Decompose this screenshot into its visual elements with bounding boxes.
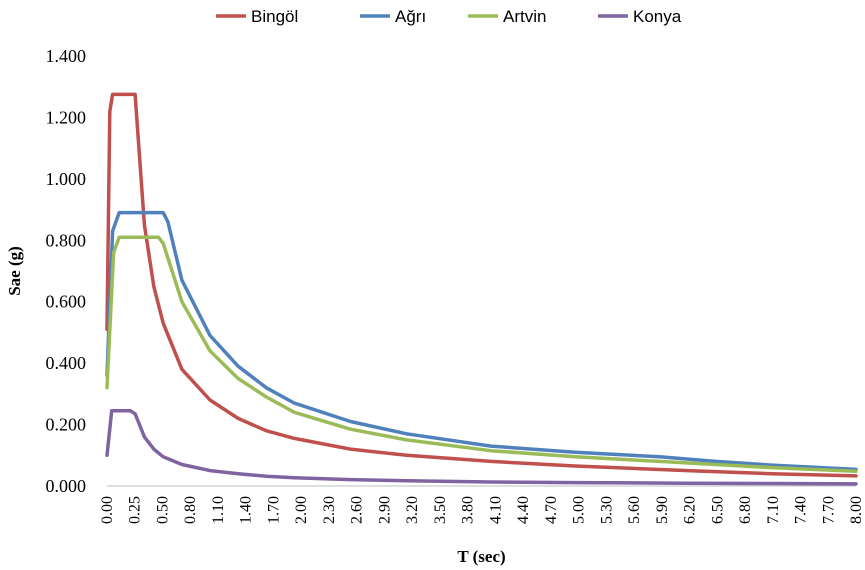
series-lines xyxy=(105,92,858,486)
x-tick-label: 3.20 xyxy=(404,496,421,524)
x-tick-label: 5.00 xyxy=(571,496,588,524)
x-tick-label: 6.20 xyxy=(682,496,699,524)
x-tick-label: 4.10 xyxy=(487,496,504,524)
legend-label: Ağrı xyxy=(395,7,426,26)
x-tick-label: 0.50 xyxy=(154,496,171,524)
x-tick-label: 2.60 xyxy=(349,496,366,524)
x-tick-label: 1.70 xyxy=(265,496,282,524)
series-line-bingöl xyxy=(105,92,858,478)
x-tick-label: 3.50 xyxy=(432,496,449,524)
x-tick-label: 5.60 xyxy=(626,496,643,524)
legend-label: Konya xyxy=(633,7,682,26)
x-tick-label: 6.50 xyxy=(709,496,726,524)
x-tick-label: 1.10 xyxy=(210,496,227,524)
x-tick-label: 5.30 xyxy=(598,496,615,524)
x-tick-label: 3.80 xyxy=(460,496,477,524)
x-tick-label: 0.80 xyxy=(182,496,199,524)
series-line-artvin xyxy=(105,235,858,474)
x-tick-label: 2.00 xyxy=(293,496,310,524)
x-tick-label: 6.80 xyxy=(737,496,754,524)
x-tick-label: 1.40 xyxy=(238,496,255,524)
x-axis-title: T (sec) xyxy=(457,547,505,566)
y-tick-label: 1.400 xyxy=(46,46,87,66)
x-tick-label: 8.00 xyxy=(848,496,865,524)
y-axis-ticks: 0.000 0.200 0.400 0.600 0.800 1.000 1.200 1.400 xyxy=(46,46,87,496)
x-tick-label: 0.00 xyxy=(99,496,116,524)
x-axis-ticks: 0.00 0.25 0.50 0.80 1.10 1.40 1.70 2.00 2.30 2.60… xyxy=(99,496,865,524)
legend: Bingöl Ağrı Artvin Konya xyxy=(216,7,682,26)
legend-label: Artvin xyxy=(503,7,546,26)
y-tick-label: 1.200 xyxy=(46,107,87,127)
x-tick-label: 0.25 xyxy=(127,496,144,524)
y-tick-label: 0.200 xyxy=(46,415,87,435)
y-tick-label: 0.000 xyxy=(46,476,87,496)
y-tick-label: 0.400 xyxy=(46,353,87,373)
legend-label: Bingöl xyxy=(251,7,298,26)
x-tick-label: 7.70 xyxy=(820,496,837,524)
x-tick-label: 7.10 xyxy=(765,496,782,524)
x-tick-label: 2.30 xyxy=(321,496,338,524)
x-tick-label: 4.70 xyxy=(543,496,560,524)
series-line-ağrı xyxy=(105,210,858,472)
y-axis-title: Sae (g) xyxy=(5,246,24,296)
x-tick-label: 7.40 xyxy=(793,496,810,524)
x-tick-label: 4.40 xyxy=(515,496,532,524)
y-tick-label: 1.000 xyxy=(46,169,87,189)
x-tick-label: 5.90 xyxy=(654,496,671,524)
y-tick-label: 0.600 xyxy=(46,292,87,312)
x-tick-label: 2.90 xyxy=(376,496,393,524)
y-tick-label: 0.800 xyxy=(46,230,87,250)
series-line-konya xyxy=(105,409,858,486)
